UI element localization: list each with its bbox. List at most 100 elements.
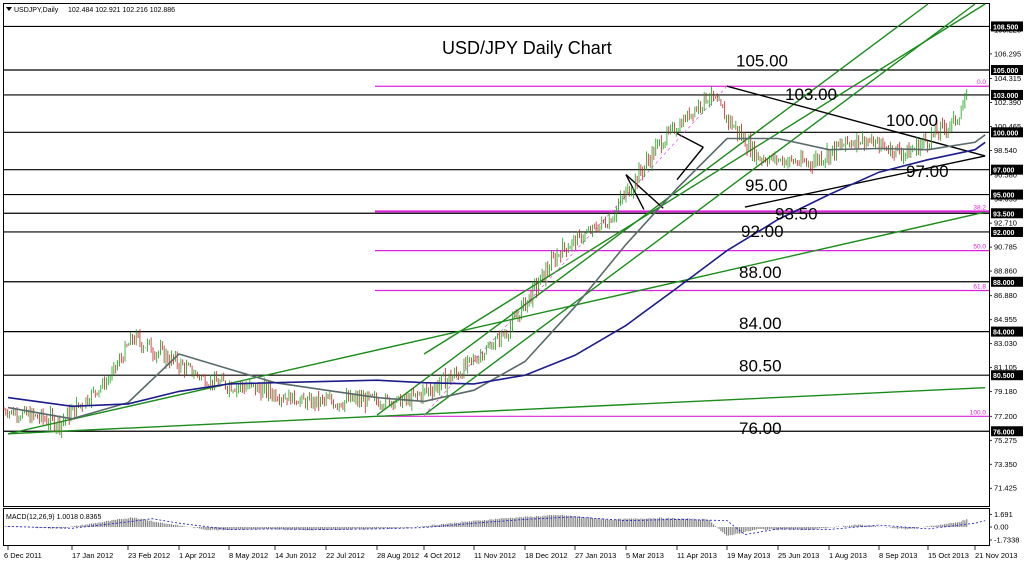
moving-average-line	[7, 141, 986, 408]
y-tick-label: 81.105	[994, 363, 1017, 372]
y-tick-label: 104.315	[994, 74, 1021, 83]
x-tick-label: 11 Apr 2013	[677, 551, 717, 560]
price-label-box	[991, 65, 1023, 76]
moving-average-line	[7, 134, 986, 420]
fib-label: 50.0	[973, 244, 986, 251]
price-label-text: 92.000	[993, 230, 1015, 237]
y-tick-label: 77.200	[994, 412, 1017, 421]
level-annotation: 76.00	[739, 419, 782, 438]
y-tick-label: 79.180	[994, 387, 1017, 396]
price-label-text: 88.000	[993, 280, 1015, 287]
price-label-box	[991, 208, 1023, 219]
x-tick-label: 17 Jan 2012	[72, 551, 113, 560]
price-label-box	[991, 127, 1023, 138]
x-tick-label: 11 Nov 2012	[474, 551, 516, 560]
price-label-box	[991, 226, 1023, 237]
macd-y-tick-label: 1.691	[994, 510, 1013, 519]
trendline	[7, 386, 986, 435]
trendline	[423, 3, 986, 355]
price-label-text: 108.500	[993, 24, 1018, 31]
x-tick-label: 1 Aug 2013	[829, 551, 867, 560]
level-annotation: 88.00	[739, 263, 782, 282]
fib-label: 100.0	[970, 409, 987, 416]
level-annotation: 92.00	[741, 222, 784, 241]
price-label-text: 103.000	[993, 93, 1018, 100]
ohlc-values: 102.484 102.921 102.216 102.886	[68, 7, 175, 14]
x-tick-label: 8 May 2012	[229, 551, 268, 560]
fibonacci-levels: 0.0 38.2 50.0 61.8 100.0	[375, 79, 989, 417]
horizontal-levels	[4, 25, 989, 432]
chart-title: USD/JPY Daily Chart	[442, 38, 612, 58]
moving-averages	[7, 134, 986, 420]
price-candles	[3, 85, 968, 439]
dropdown-triangle-icon[interactable]	[6, 7, 12, 11]
y-tick-label: 102.390	[994, 98, 1021, 107]
level-annotation: 100.00	[886, 111, 938, 130]
x-tick-label: 18 Dec 2012	[525, 551, 568, 560]
y-tick-label: 83.030	[994, 339, 1017, 348]
level-annotation: 103.00	[785, 85, 837, 104]
time-axis: 6 Dec 2011 17 Jan 2012 23 Feb 2012 1 Apr 20…	[4, 546, 1018, 560]
x-tick-label: 19 May 2013	[727, 551, 770, 560]
x-tick-label: 6 Dec 2011	[4, 551, 42, 560]
trendline	[7, 211, 986, 435]
macd-signal-line	[7, 516, 986, 536]
macd-y-tick-label: -1.7338	[994, 536, 1019, 545]
x-tick-label: 4 Oct 2012	[424, 551, 461, 560]
symbol-label: USDJPY,Daily	[14, 7, 59, 14]
y-tick-label: 96.580	[994, 170, 1017, 179]
y-tick-label: 75.275	[994, 436, 1017, 445]
y-tick-label: 100.465	[994, 122, 1021, 131]
y-tick-label: 106.295	[994, 49, 1021, 58]
x-tick-label: 22 Jul 2012	[326, 551, 365, 560]
y-tick-label: 92.710	[994, 219, 1017, 228]
y-tick-label: 73.350	[994, 460, 1017, 469]
price-label-box	[991, 326, 1023, 337]
price-label-box	[991, 189, 1023, 200]
macd-label: MACD(12,26,9) 1.0018 0.8365	[6, 514, 101, 521]
x-tick-label: 28 Aug 2012	[377, 551, 419, 560]
price-label-text: 105.000	[993, 68, 1018, 75]
y-tick-label: 71.425	[994, 484, 1017, 493]
x-tick-label: 27 Jan 2013	[575, 551, 616, 560]
x-tick-label: 25 Jun 2013	[778, 551, 819, 560]
macd-axis: 1.691 0.00 -1.7338	[989, 510, 1019, 545]
price-label-box	[991, 89, 1023, 100]
trendline	[726, 85, 986, 157]
x-tick-label: 23 Feb 2012	[128, 551, 170, 560]
level-annotation: 84.00	[739, 314, 782, 333]
price-label-text: 93.500	[993, 211, 1015, 218]
level-annotation: 95.00	[745, 176, 788, 195]
level-annotation: 97.00	[906, 162, 949, 181]
trendline	[744, 155, 986, 208]
x-tick-label: 14 Jun 2012	[275, 551, 316, 560]
fib-label: 0.0	[977, 79, 986, 86]
trendline	[423, 3, 976, 416]
price-label-text: 100.000	[993, 130, 1018, 137]
pattern-line	[676, 146, 704, 181]
price-label-box	[991, 370, 1023, 381]
y-tick-label: 98.540	[994, 146, 1017, 155]
x-tick-label: 15 Oct 2013	[928, 551, 969, 560]
x-tick-label: 5 Mar 2013	[626, 551, 664, 560]
trendlines	[7, 3, 986, 435]
x-tick-label: 8 Sep 2013	[879, 551, 917, 560]
price-label-text: 95.000	[993, 193, 1015, 200]
level-annotation: 93.50	[775, 204, 818, 223]
level-annotation: 105.00	[736, 51, 788, 70]
y-tick-label: 84.955	[994, 315, 1017, 324]
macd-y-tick-label: 0.00	[994, 523, 1009, 532]
price-label-box	[991, 426, 1023, 437]
price-axis: 108.225106.295104.315102.390100.46598.54…	[989, 21, 1023, 493]
x-tick-label: 21 Nov 2013	[975, 551, 1018, 560]
price-label-text: 80.500	[993, 373, 1015, 380]
fib-diagonal	[423, 85, 728, 416]
price-label-text: 84.000	[993, 330, 1015, 337]
y-tick-label: 86.880	[994, 291, 1017, 300]
price-label-box	[991, 21, 1023, 32]
main-panel-frame	[3, 3, 990, 507]
